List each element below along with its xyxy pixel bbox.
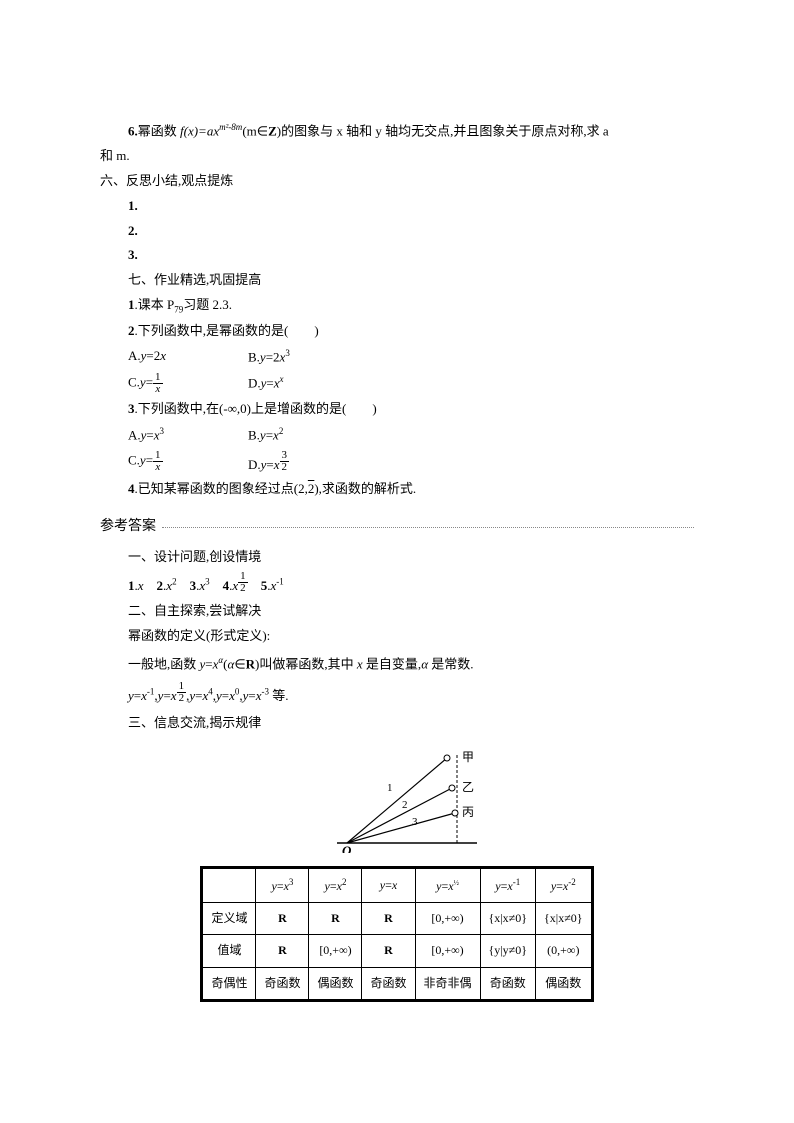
table-row: 值域 R [0,+∞) R [0,+∞) {y|y≠0} (0,+∞) (202, 935, 592, 967)
ans-s3-heading: 三、信息交流,揭示规律 (100, 713, 694, 734)
diagram-o: O (342, 843, 352, 853)
ans-s2-def: 幂函数的定义(形式定义): (100, 626, 694, 647)
sec6-heading: 六、反思小结,观点提炼 (100, 171, 694, 192)
document-content: 6.幂函数 f(x)=axm²-8m(m∈Z)的图象与 x 轴和 y 轴均无交点… (100, 120, 694, 1002)
answers-divider: 参考答案 (100, 516, 694, 538)
hw3-b: B.y=x2 (248, 424, 694, 446)
hw2-b: B.y=2x3 (248, 346, 694, 368)
diagram-label-yi: 乙 (462, 780, 474, 794)
hw2-stem: 2.下列函数中,是幂函数的是( ) (100, 321, 694, 342)
hw2-d: D.y=xx (248, 372, 694, 395)
sec6-i1: 1. (100, 196, 694, 217)
dotline-icon (162, 527, 694, 528)
ans-s1-heading: 一、设计问题,创设情境 (100, 547, 694, 568)
diagram-label-jia: 甲 (462, 750, 474, 764)
hw3-d: D.y=x32 (248, 450, 694, 476)
hw3-a: A.y=x3 (128, 424, 248, 446)
hw1: 1.课本 P79习题 2.3. (100, 295, 694, 317)
diagram-n2: 2 (402, 799, 408, 811)
diagram-n1: 1 (387, 782, 393, 794)
properties-table: y=x3 y=x2 y=x y=x½ y=x-1 y=x-2 定义域 R R R… (200, 866, 593, 1002)
diagram: 甲 乙 丙 1 2 3 O (100, 743, 694, 860)
table-header-row: y=x3 y=x2 y=x y=x½ y=x-1 y=x-2 (202, 868, 592, 903)
q6-line2: 和 m. (100, 146, 694, 167)
hw3-ab: A.y=x3 B.y=x2 (100, 424, 694, 446)
diagram-label-bing: 丙 (462, 805, 474, 819)
answers-label: 参考答案 (100, 516, 156, 538)
sec6-i2: 2. (100, 221, 694, 242)
diagram-n3: 3 (412, 816, 418, 828)
hw3-c: C.y=1x (128, 450, 248, 476)
hw2-ab: A.y=2x B.y=2x3 (100, 346, 694, 368)
ans-s2-examples: y=x-1,y=x12,y=x4,y=x0,y=x-3 等. (100, 681, 694, 707)
ans-s2-heading: 二、自主探索,尝试解决 (100, 601, 694, 622)
sec6-i3: 3. (100, 245, 694, 266)
table-row: 奇偶性 奇函数 偶函数 奇函数 非奇非偶 奇函数 偶函数 (202, 967, 592, 1000)
hw2-cd: C.y=1x D.y=xx (100, 372, 694, 395)
hw3-cd: C.y=1x D.y=x32 (100, 450, 694, 476)
ans-s1-items: 1.x 2.x2 3.x3 4.x12 5.x-1 (100, 571, 694, 597)
q6-num: 6. (128, 123, 138, 138)
hw4: 4.已知某幂函数的图象经过点(2,2),求函数的解析式. (100, 479, 694, 500)
hw3-stem: 3.下列函数中,在(-∞,0)上是增函数的是( ) (100, 399, 694, 420)
table-row: 定义域 R R R [0,+∞) {x|x≠0} {x|x≠0} (202, 903, 592, 935)
diagram-svg: 甲 乙 丙 1 2 3 O (307, 743, 487, 853)
ans-s2-general: 一般地,函数 y=xα(α∈R)叫做幂函数,其中 x 是自变量,α 是常数. (100, 653, 694, 675)
hw2-a: A.y=2x (128, 346, 248, 368)
q6-line1: 6.幂函数 f(x)=axm²-8m(m∈Z)的图象与 x 轴和 y 轴均无交点… (100, 120, 694, 142)
sec7-heading: 七、作业精选,巩固提高 (100, 270, 694, 291)
hw2-c: C.y=1x (128, 372, 248, 395)
